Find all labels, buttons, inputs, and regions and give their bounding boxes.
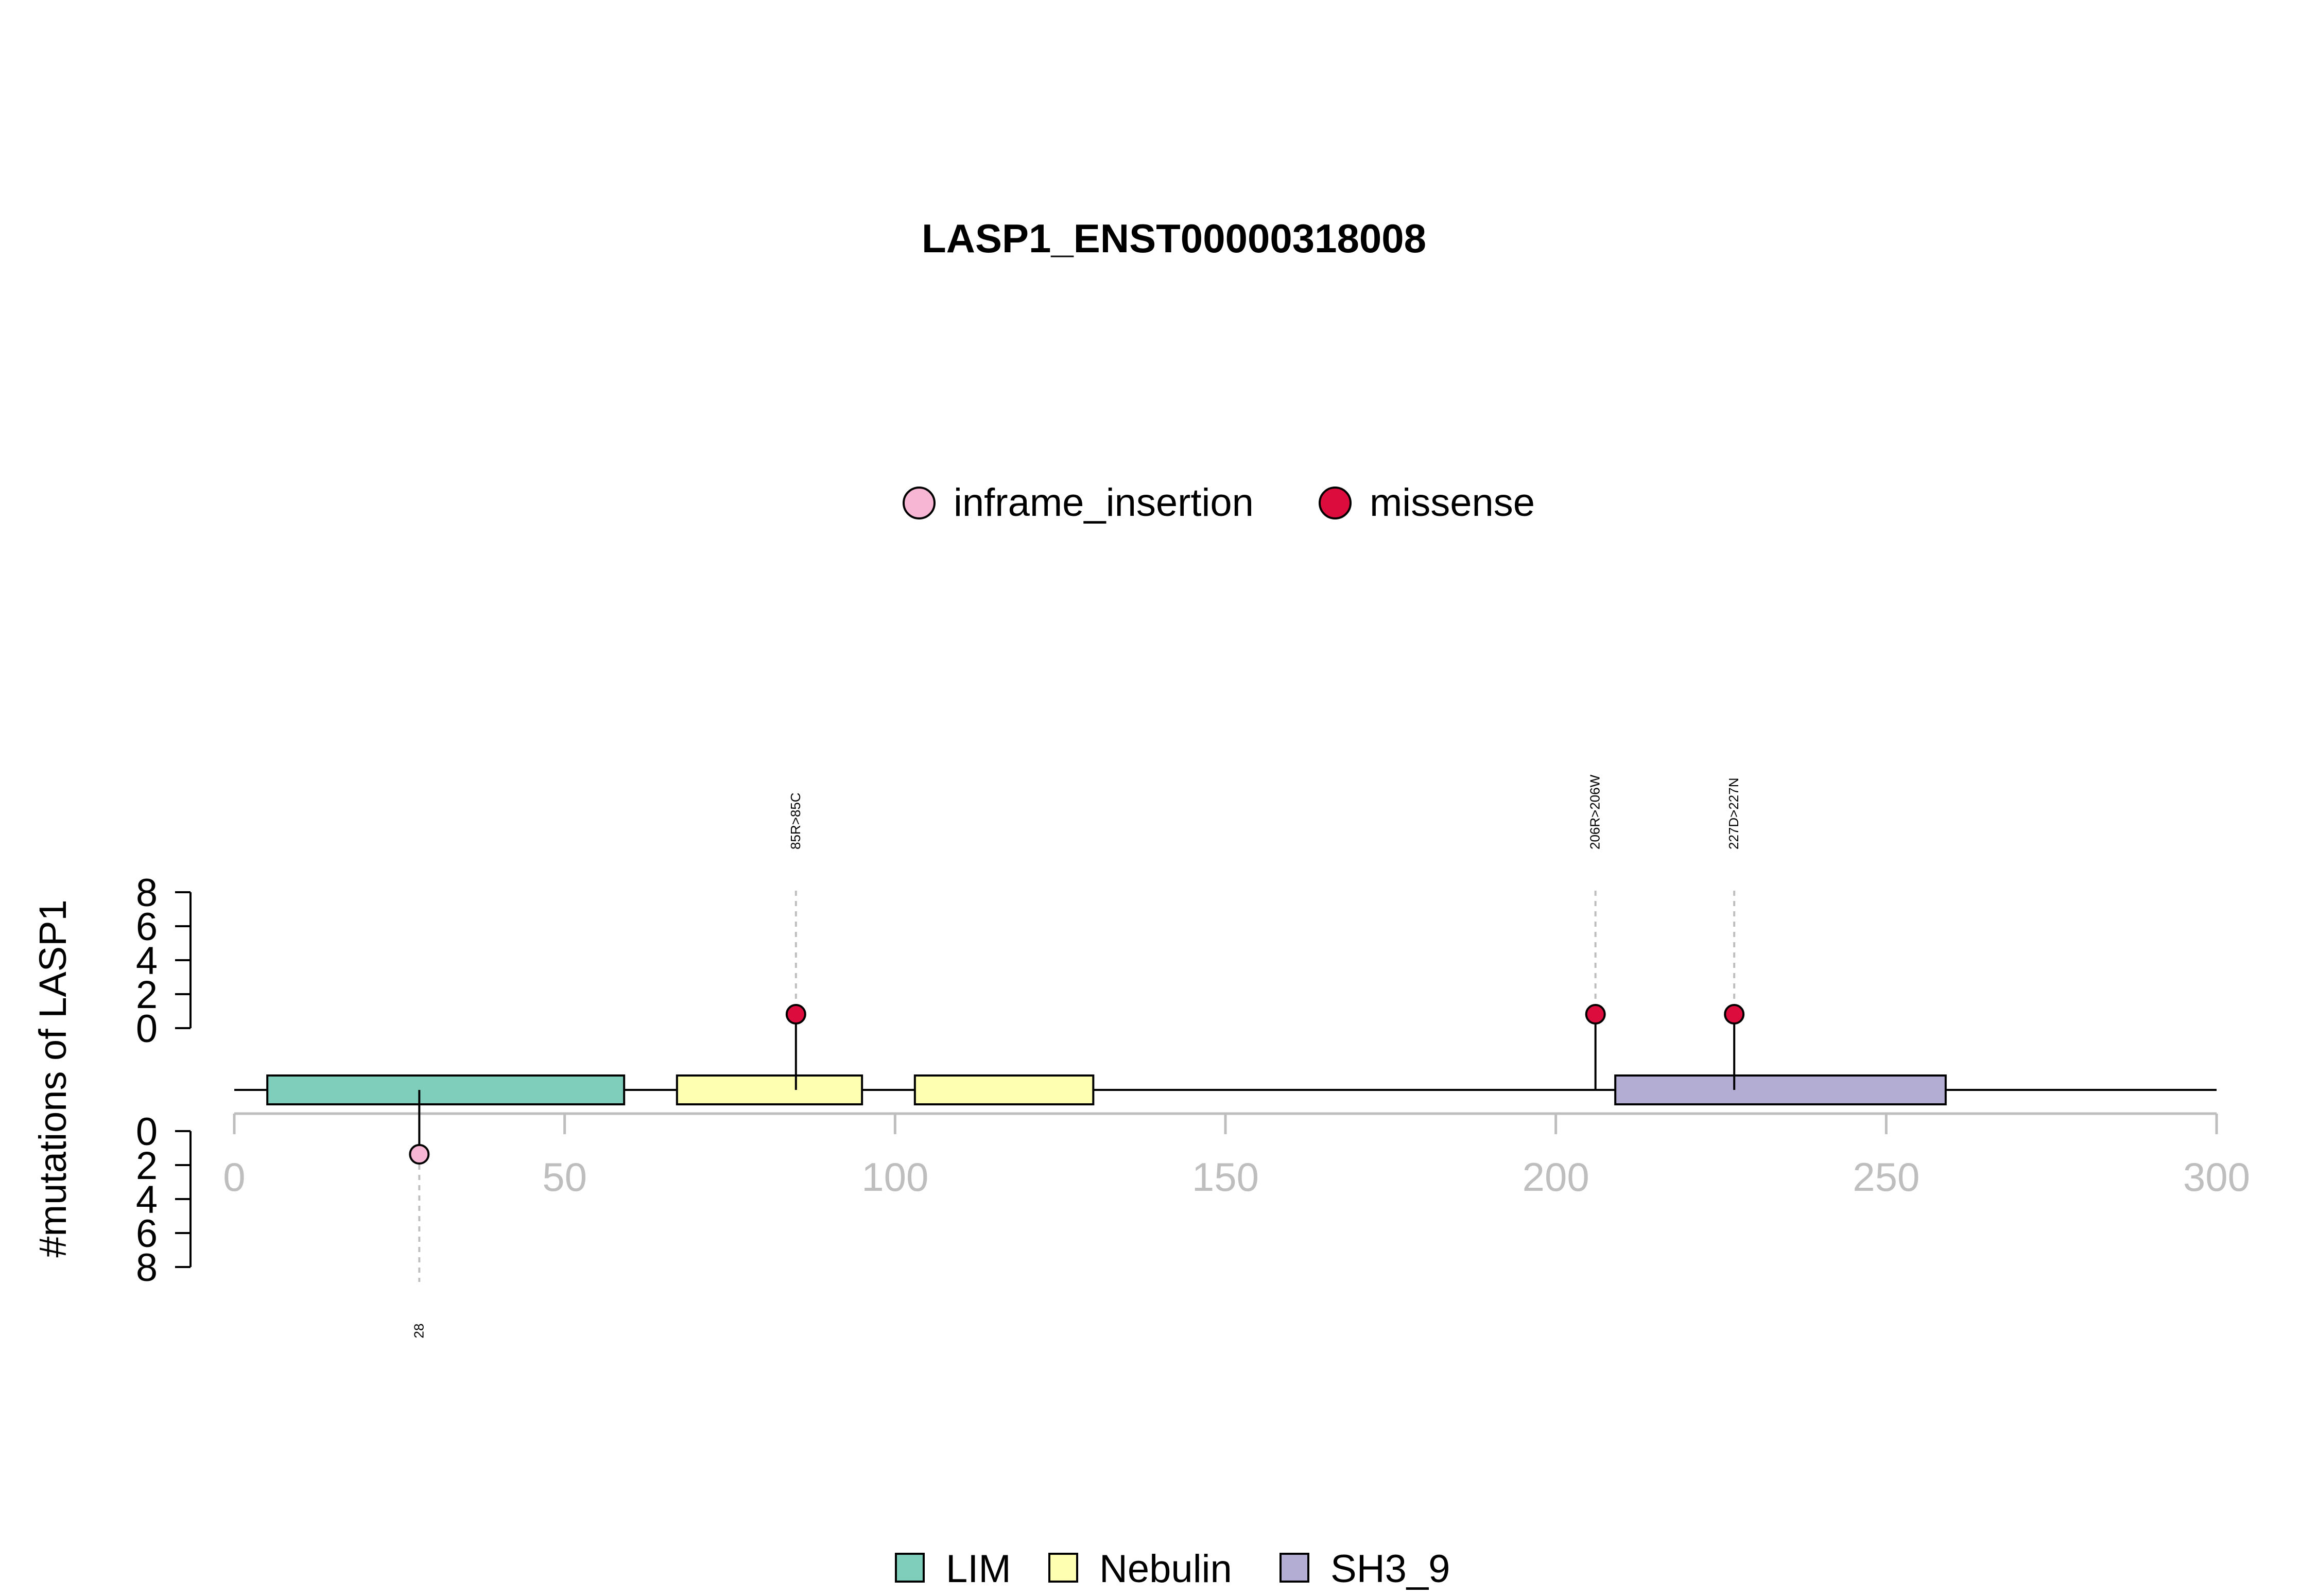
mutation-legend-label: inframe_insertion (954, 481, 1254, 525)
x-axis: 0 50 100 150 200 250 300 (223, 1112, 2250, 1200)
lollipop-label: 28 (411, 1324, 426, 1339)
domain-legend: LIM Nebulin SH3_9 (895, 1547, 1450, 1591)
domain-nebulin-bar (913, 1074, 1095, 1105)
domain-legend-label: SH3_9 (1330, 1547, 1450, 1591)
mutation-lollipops: 28 85R>85C 206R>206W 227D>227N (409, 774, 1745, 1339)
domain-nebulin-bar (676, 1074, 863, 1105)
y-axis-bottom-tick-label: 8 (136, 1246, 158, 1290)
domain-legend-swatch (1048, 1553, 1078, 1583)
lollipop-label: 227D>227N (1726, 778, 1741, 850)
y-axis-top-tick-label: 6 (136, 905, 158, 949)
y-axis-bottom-tick-label: 4 (136, 1178, 158, 1222)
x-axis-tick-label: 150 (1192, 1154, 1259, 1200)
lollipop-head-missense (1724, 1004, 1745, 1025)
x-axis-tick-label: 250 (1853, 1154, 1920, 1200)
lollipop-label: 206R>206W (1587, 774, 1603, 849)
y-axis-top-tick-label: 0 (136, 1007, 158, 1051)
protein-domains (266, 1074, 1947, 1105)
x-axis-tick-label: 50 (542, 1154, 587, 1200)
lollipop-head-inframe_insertion (409, 1144, 430, 1165)
domain-legend-swatch (1279, 1553, 1309, 1583)
domain-legend-label: Nebulin (1099, 1547, 1232, 1591)
chart-title: LASP1_ENST00000318008 (922, 216, 1426, 261)
domain-lim-bar (266, 1074, 626, 1105)
y-axis-bottom-tick-label: 2 (136, 1144, 158, 1188)
y-axis-bottom-tick-label: 6 (136, 1212, 158, 1256)
x-axis-tick-label: 300 (2183, 1154, 2250, 1200)
domain-legend-label: LIM (946, 1547, 1011, 1591)
lollipop-head-missense (1585, 1004, 1606, 1025)
domain-sh3_9-bar (1614, 1074, 1947, 1105)
x-axis-tick-label: 200 (1523, 1154, 1589, 1200)
x-axis-tick-label: 100 (861, 1154, 928, 1200)
mutation-legend-swatch (1319, 487, 1352, 519)
mutation-legend: inframe_insertion missense (903, 481, 1535, 525)
domain-legend-swatch (895, 1553, 925, 1583)
y-axis-top-tick-label: 8 (136, 871, 158, 915)
lollipop-label: 85R>85C (788, 792, 803, 849)
y-axis-bottom-tick-label: 0 (136, 1110, 158, 1154)
y-axis-label: #mutations of LASP1 (31, 899, 74, 1257)
mutation-legend-swatch (903, 487, 936, 519)
y-axis-top-tick-label: 2 (136, 973, 158, 1017)
y-axis-top-tick-label: 4 (136, 939, 158, 983)
lollipop-head-missense (785, 1004, 806, 1025)
mutation-legend-label: missense (1370, 481, 1535, 525)
x-axis-tick-label: 0 (223, 1154, 245, 1200)
